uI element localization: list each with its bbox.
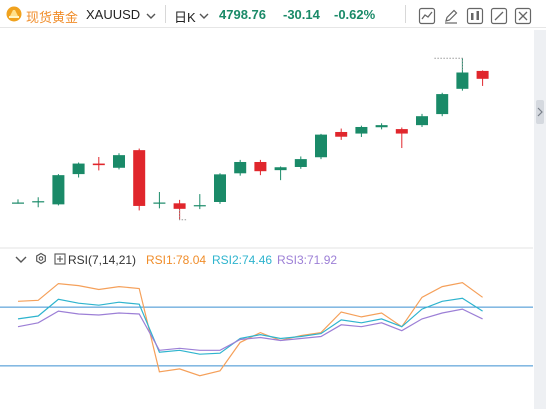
rsi3-value: RSI3:71.92	[277, 253, 337, 267]
candle	[274, 166, 287, 181]
candle-body	[254, 161, 267, 172]
candle-body	[113, 155, 125, 168]
candle-body	[335, 131, 348, 137]
candle	[92, 156, 105, 171]
candle-body	[52, 175, 65, 205]
candles	[12, 58, 489, 220]
candle-body	[315, 134, 327, 158]
rsi-reference-lines	[0, 306, 533, 367]
candle-body	[173, 203, 186, 209]
candle	[72, 162, 85, 178]
candle	[52, 174, 65, 206]
side-panel-strip[interactable]	[534, 30, 546, 409]
fullscreen-icon[interactable]	[514, 7, 532, 25]
add-indicator-icon[interactable]	[54, 253, 66, 265]
instrument-title[interactable]: 现货黄金	[26, 10, 79, 25]
candle-body	[416, 116, 428, 126]
rsi-lines	[17, 281, 483, 377]
draw-pencil-icon[interactable]	[442, 7, 460, 25]
candle	[193, 194, 206, 210]
rsi-series-line-rsi2	[17, 297, 483, 355]
last-price: 4798.76	[219, 7, 266, 22]
expand-panel-icon[interactable]	[535, 100, 545, 124]
candle	[375, 123, 388, 130]
line-chart-icon[interactable]	[418, 7, 436, 25]
divider	[405, 5, 406, 23]
candle-body	[274, 167, 287, 171]
candle	[335, 128, 348, 140]
candle	[355, 125, 368, 137]
candle	[113, 153, 125, 170]
candle-body	[72, 163, 85, 175]
candle-body	[294, 159, 307, 167]
price-change: -30.14	[283, 7, 320, 22]
candle-body	[234, 161, 247, 174]
price-change-percent: -0.62%	[334, 7, 376, 22]
rsi-series-line-rsi1	[17, 281, 483, 377]
candle	[234, 159, 247, 176]
ruler-icon[interactable]	[490, 7, 508, 25]
candle-body	[395, 129, 408, 134]
candle	[12, 199, 24, 204]
price-annotations	[179, 57, 463, 221]
candle-body	[375, 125, 388, 128]
candle-body	[214, 174, 226, 202]
settings-icon[interactable]	[36, 252, 46, 265]
candle-body	[32, 201, 45, 203]
chevron-down-icon[interactable]	[146, 9, 156, 24]
candle-body	[153, 202, 166, 204]
rsi2-value: RSI2:74.46	[212, 253, 272, 267]
candle-body	[193, 205, 206, 207]
low-marker-line	[179, 209, 188, 221]
high-marker-line	[434, 57, 463, 71]
gold-logo-icon	[6, 6, 22, 22]
candle-body	[456, 72, 469, 89]
candle-body	[92, 163, 105, 166]
candle-body	[476, 70, 489, 79]
candle	[436, 92, 449, 117]
candle-body	[12, 202, 24, 204]
candle-body	[133, 150, 146, 206]
candle	[476, 70, 489, 86]
divider	[165, 5, 166, 23]
symbol-label[interactable]: XAUUSD	[86, 7, 141, 22]
chevron-down-icon[interactable]	[15, 256, 27, 263]
candle	[315, 133, 327, 160]
candle	[395, 127, 408, 149]
chart-header: 现货黄金 XAUUSD 日K 4798.76 -30.14 -0.62%	[0, 0, 546, 28]
indicator-icon[interactable]	[466, 7, 484, 25]
candle	[254, 159, 267, 176]
candle	[416, 113, 428, 127]
rsi-indicator-name: RSI(7,14,21)	[68, 253, 136, 267]
candle	[133, 148, 146, 211]
candle-body	[436, 94, 449, 115]
timeframe-label[interactable]: 日K	[174, 10, 196, 25]
rsi-series-line-rsi3	[17, 308, 483, 351]
candle	[153, 191, 166, 209]
candle-body	[355, 126, 368, 134]
candle	[456, 58, 469, 91]
candle	[294, 156, 307, 169]
chevron-down-icon[interactable]	[199, 9, 209, 24]
rsi-toolbar: RSI(7,14,21) RSI1:78.04 RSI2:74.46 RSI3:…	[15, 252, 337, 267]
rsi1-value: RSI1:78.04	[146, 253, 206, 267]
candle	[214, 173, 226, 204]
candle	[32, 197, 45, 208]
